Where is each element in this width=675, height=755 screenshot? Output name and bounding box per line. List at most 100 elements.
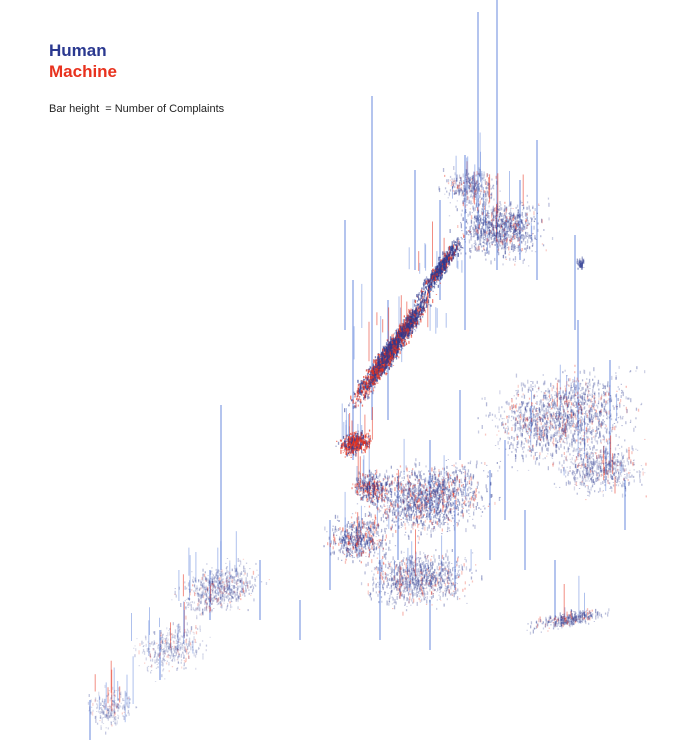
machine-complaint-mark [447,265,449,267]
human-complaint-mark [517,232,519,237]
machine-complaint-mark [363,442,365,444]
machine-complaint-mark [356,441,358,444]
machine-complaint-mark [342,443,344,447]
human-complaint-mark [477,230,479,231]
human-complaint-mark [495,232,497,237]
human-complaint-mark [481,231,483,236]
human-complaint-mark [529,234,531,237]
human-complaint-mark [388,344,390,348]
human-complaint-mark [491,219,493,222]
machine-complaint-mark [376,368,378,370]
human-complaint-mark [524,423,527,427]
machine-complaint-mark [411,323,413,324]
human-complaint-mark [398,339,400,341]
human-complaint-mark [384,360,386,364]
human-complaint-mark [477,227,479,230]
machine-complaint-mark [456,186,458,189]
human-complaint-mark [359,386,361,391]
human-complaint-mark [511,242,513,246]
human-complaint-mark [470,250,472,253]
human-complaint-mark [484,242,486,245]
machine-complaint-mark [506,216,508,220]
human-complaint-mark [528,223,530,225]
machine-complaint-mark [361,436,363,438]
human-complaint-mark [502,238,504,242]
human-complaint-mark [504,250,506,254]
human-complaint-mark [465,173,467,176]
human-complaint-mark [476,215,478,220]
human-complaint-mark [421,300,423,302]
human-complaint-mark [419,294,421,296]
human-complaint-mark [544,417,546,418]
machine-complaint-mark [366,391,368,393]
human-complaint-mark [485,222,487,223]
human-complaint-mark [460,245,462,249]
human-complaint-mark [530,416,532,419]
human-complaint-mark [497,232,499,234]
human-complaint-mark [365,387,367,390]
machine-complaint-mark [406,319,408,323]
machine-complaint-mark [608,438,610,441]
human-complaint-mark [502,244,504,249]
human-complaint-mark [579,407,581,410]
human-complaint-mark [565,426,568,431]
machine-complaint-mark [354,432,356,435]
machine-complaint-mark [506,237,508,241]
human-complaint-mark [494,244,496,246]
human-complaint-mark [337,441,340,445]
machine-complaint-mark [463,181,465,184]
machine-complaint-mark [517,384,519,388]
human-complaint-mark [549,426,551,431]
human-complaint-mark [535,408,537,412]
machine-complaint-mark [409,325,411,327]
human-complaint-mark [498,205,501,207]
machine-complaint-mark [475,191,477,196]
human-complaint-mark [588,412,591,417]
human-complaint-mark [522,209,524,211]
human-complaint-mark [546,434,548,439]
human-complaint-mark [432,273,435,275]
human-complaint-mark [423,308,425,311]
human-complaint-mark [475,224,477,227]
human-complaint-mark [416,303,418,307]
human-complaint-mark [455,180,457,182]
human-complaint-mark [622,392,624,397]
human-complaint-mark [545,443,547,448]
human-complaint-mark [560,400,563,405]
human-complaint-mark [542,408,544,410]
human-complaint-mark [478,182,480,184]
machine-complaint-mark [428,279,430,283]
machine-complaint-mark [434,277,437,281]
human-complaint-mark [618,436,620,439]
human-complaint-mark [573,426,575,428]
human-complaint-mark [374,370,376,374]
human-complaint-mark [398,335,400,338]
human-complaint-mark [437,272,439,274]
machine-complaint-mark [379,353,381,355]
human-complaint-mark [478,184,480,188]
machine-complaint-mark [366,377,369,380]
human-complaint-mark [404,333,407,337]
human-complaint-mark [446,266,449,268]
human-complaint-mark [373,376,375,381]
human-complaint-mark [454,248,457,253]
human-complaint-mark [456,177,458,182]
human-complaint-mark [430,282,433,285]
machine-complaint-mark [377,353,379,356]
human-complaint-mark [505,206,507,209]
human-complaint-mark [529,209,531,212]
human-complaint-mark [357,400,359,403]
human-complaint-mark [494,257,496,261]
machine-complaint-mark [408,315,410,319]
human-complaint-mark [412,316,415,321]
machine-complaint-mark [379,368,381,372]
machine-complaint-mark [506,416,508,418]
machine-complaint-mark [359,438,361,441]
human-complaint-mark [572,434,574,439]
human-complaint-mark [355,433,357,437]
human-complaint-mark [512,411,515,413]
machine-complaint-mark [414,321,416,323]
human-complaint-mark [591,408,593,413]
human-complaint-mark [529,389,531,391]
human-complaint-mark [510,207,512,209]
